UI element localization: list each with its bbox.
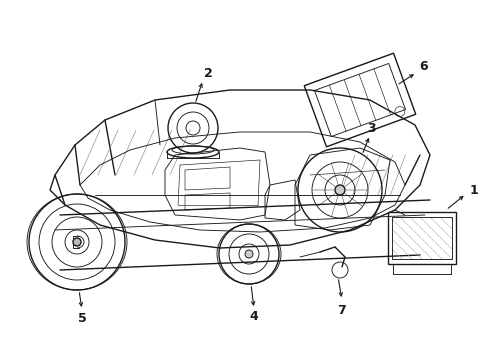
Text: 1: 1 [468,184,477,197]
Text: 6: 6 [418,60,427,73]
Text: 5: 5 [78,312,86,325]
Text: 3: 3 [367,122,376,135]
Text: 7: 7 [337,303,346,316]
Circle shape [334,185,345,195]
Circle shape [244,250,252,258]
Text: 2: 2 [203,67,212,80]
Circle shape [73,238,81,246]
Text: 4: 4 [249,310,258,324]
